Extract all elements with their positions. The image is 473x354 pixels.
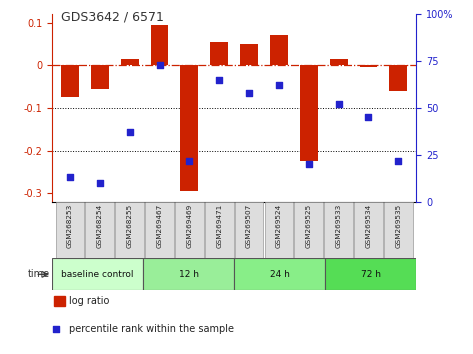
Bar [115,202,144,258]
Point [275,82,283,88]
Text: 12 h: 12 h [179,270,199,279]
Bar [330,59,348,65]
Point [305,161,313,167]
Bar [294,202,323,258]
Bar [324,202,353,258]
Text: log ratio: log ratio [69,296,109,306]
Bar [145,202,174,258]
Text: GSM269467: GSM269467 [157,204,163,248]
Text: GSM268254: GSM268254 [97,204,103,248]
Text: 24 h: 24 h [270,270,289,279]
Text: baseline control: baseline control [61,270,134,279]
Point [126,130,133,135]
Point [92,230,100,235]
Point [185,158,193,163]
Bar [91,65,109,89]
Bar [86,202,114,258]
Point [215,77,223,83]
Bar [300,65,318,161]
Point [394,158,402,163]
Text: GSM269533: GSM269533 [336,204,342,248]
Text: time: time [27,269,50,279]
Bar [359,65,377,68]
Bar [205,202,234,258]
Bar [325,258,416,290]
Text: GSM269525: GSM269525 [306,204,312,248]
Bar [143,258,234,290]
Bar [121,59,139,65]
Text: percentile rank within the sample: percentile rank within the sample [69,324,234,334]
Point [156,62,163,68]
Text: 72 h: 72 h [361,270,381,279]
Bar [264,202,293,258]
Bar [175,202,204,258]
Bar [270,35,288,65]
Point [96,180,104,186]
Text: GSM268255: GSM268255 [127,204,132,248]
Bar [61,65,79,97]
Text: GSM269535: GSM269535 [395,204,401,248]
Text: GSM269534: GSM269534 [366,204,371,248]
Bar [234,258,325,290]
Bar [150,25,168,65]
Text: GSM269469: GSM269469 [186,204,193,248]
Bar [210,42,228,65]
Bar [56,202,84,258]
Bar [180,65,198,191]
Bar [384,202,412,258]
Point [335,101,342,107]
Text: GSM269524: GSM269524 [276,204,282,248]
Bar [240,44,258,65]
Text: GSM268253: GSM268253 [67,204,73,248]
Point [66,175,74,180]
Text: GDS3642 / 6571: GDS3642 / 6571 [61,11,164,24]
Bar [235,202,263,258]
Text: GSM269507: GSM269507 [246,204,252,248]
Bar [52,258,143,290]
Bar [389,65,407,91]
Text: GSM269471: GSM269471 [216,204,222,248]
Point [245,90,253,96]
Point [365,114,372,120]
Bar [354,202,383,258]
